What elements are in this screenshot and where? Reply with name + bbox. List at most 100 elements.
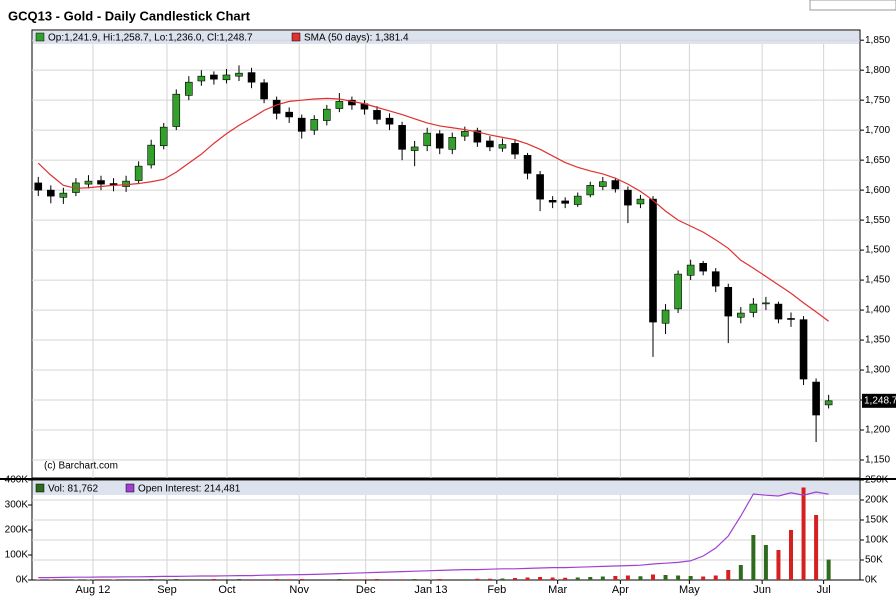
last-price-label: 1,248.7 (864, 395, 896, 406)
candle-body (172, 93, 181, 127)
legend-swatch (35, 483, 45, 493)
volume-bar (600, 576, 605, 580)
candle-body (222, 74, 231, 81)
candle-body (624, 189, 632, 206)
x-tick-label: Dec (356, 584, 376, 596)
legend-label: Op:1,241.9, Hi:1,258.7, Lo:1,236.0, Cl:1… (48, 33, 253, 44)
candle-body (159, 126, 168, 147)
y-tick-label: 100K (5, 550, 29, 561)
candle-body (448, 137, 457, 150)
y-tick-label: 1,150 (865, 455, 890, 466)
volume-bar (437, 579, 442, 580)
volume-bar (73, 579, 78, 580)
candle-body (473, 130, 482, 143)
candle-body (511, 143, 519, 155)
volume-bar (124, 579, 129, 580)
open-interest-line (38, 491, 829, 579)
volume-bar (186, 579, 191, 580)
volume-bar (688, 576, 693, 580)
y-tick-label: 1,700 (865, 125, 890, 136)
volume-bar (136, 579, 141, 580)
candle-body (599, 181, 607, 187)
y-tick-label: 200K (5, 525, 29, 536)
y-tick-label: 400K (5, 475, 29, 486)
candle-body (285, 111, 293, 118)
candle-body (235, 72, 243, 77)
volume-bar (613, 576, 618, 580)
candle-body (749, 303, 758, 313)
volume-bar (751, 535, 756, 580)
y-tick-label: 1,350 (865, 335, 890, 346)
candle-body (97, 180, 105, 185)
candle-body (536, 174, 544, 200)
candle-body (323, 108, 331, 121)
candle-body (711, 271, 720, 287)
volume-bar (99, 579, 103, 580)
volume-bar (48, 579, 53, 580)
candle-body (636, 198, 645, 205)
volume-bar (362, 579, 367, 580)
legend-label: SMA (50 days): 1,381.4 (304, 33, 409, 44)
volume-bar (462, 579, 467, 580)
volume-bar (487, 578, 492, 580)
volume-bar (199, 579, 204, 580)
volume-bar (111, 579, 116, 580)
credit: (c) Barchart.com (44, 461, 118, 472)
candle-body (147, 144, 155, 166)
volume-bar (312, 579, 317, 580)
y-tick-label: 1,200 (865, 425, 890, 436)
candle-body (197, 75, 206, 82)
x-tick-label: Nov (289, 584, 309, 596)
legend-label: Vol: 81,762 (48, 484, 98, 495)
candle-body (762, 302, 770, 305)
y-tick-label: 1,550 (865, 215, 890, 226)
volume-bar (826, 559, 831, 580)
candle-body (310, 119, 319, 131)
candle-body (486, 140, 494, 148)
candle-body (47, 189, 55, 197)
volume-bar (713, 575, 718, 580)
legend-swatch (125, 483, 135, 493)
volume-bar (36, 579, 41, 580)
volume-bar (337, 579, 342, 580)
candle-body (247, 72, 256, 83)
x-tick-label: Oct (218, 584, 235, 596)
candle-body (410, 146, 419, 151)
volume-bar (274, 579, 279, 580)
x-tick-label: Aug 12 (76, 584, 111, 596)
y-tick-label: 300K (5, 500, 29, 511)
volume-bar (763, 545, 768, 580)
candle-body (649, 198, 657, 323)
candle-body (498, 144, 507, 149)
y-tick-label: 1,850 (865, 35, 890, 46)
candle-body (210, 74, 218, 80)
search-box[interactable] (809, 0, 896, 11)
y2-tick-label: 150K (865, 515, 889, 526)
y-tick-label: 1,450 (865, 275, 890, 286)
candle-body (335, 101, 344, 109)
candle-body (812, 381, 820, 416)
candle-body (737, 312, 745, 318)
volume-bar (400, 579, 405, 580)
x-tick-label: Mar (548, 584, 567, 596)
volume-bar (375, 579, 379, 580)
volume-bar (525, 577, 530, 580)
candle-body (686, 264, 695, 276)
candle-body (84, 180, 93, 185)
volume-bar (663, 575, 668, 580)
candle-body (674, 273, 682, 310)
volume-bar (349, 579, 354, 580)
y2-tick-label: 50K (865, 555, 883, 566)
candle-body (611, 180, 620, 190)
y-tick-label: 1,300 (865, 365, 890, 376)
candle-body (122, 180, 130, 187)
legend-swatch (35, 32, 45, 42)
candle-body (724, 286, 733, 317)
volume-bar (149, 579, 154, 580)
y2-tick-label: 250K (865, 475, 889, 486)
candle-body (824, 400, 833, 406)
y-tick-label: 1,500 (865, 245, 890, 256)
volume-bar (676, 575, 681, 580)
volume-bar (563, 577, 568, 580)
volume-bar (814, 515, 819, 580)
